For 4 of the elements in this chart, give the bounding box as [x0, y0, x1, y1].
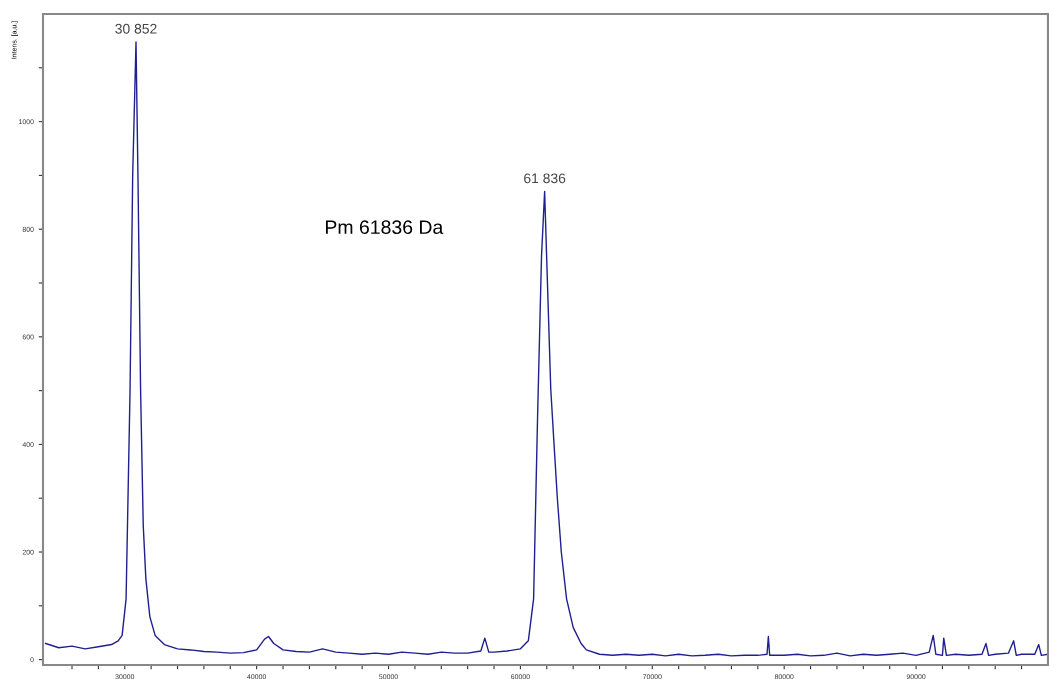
annotation: Pm 61836 Da — [325, 220, 444, 235]
line-series — [44, 41, 1048, 657]
annotation: 30 852 — [115, 23, 157, 34]
annotation: 61 836 — [524, 173, 566, 184]
